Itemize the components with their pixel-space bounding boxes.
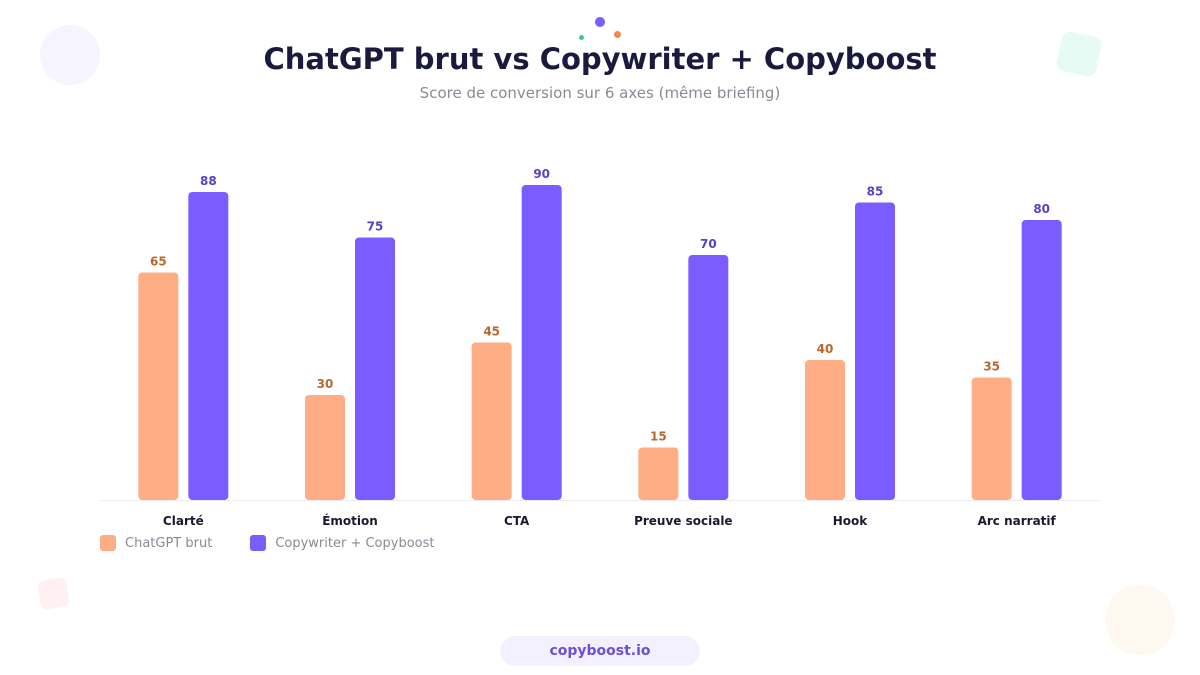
decorative-dot — [614, 31, 621, 38]
data-label: 65 — [150, 255, 167, 269]
x-tick-label: Preuve sociale — [634, 514, 733, 528]
x-tick-label: Arc narratif — [978, 514, 1057, 528]
data-label: 45 — [483, 325, 500, 339]
chart-subtitle: Score de conversion sur 6 axes (même bri… — [419, 84, 781, 102]
legend-item-series-b: Copywriter + Copyboost — [250, 535, 434, 551]
legend-label-series-a: ChatGPT brut — [125, 535, 213, 551]
decorative-dot — [579, 35, 584, 40]
legend-swatch-series-b — [250, 535, 267, 551]
data-label: 85 — [867, 185, 884, 199]
x-tick-label: Hook — [833, 514, 869, 528]
bar-series-b — [855, 202, 895, 500]
bar-series-b — [1021, 220, 1062, 500]
x-tick-label: Clarté — [163, 514, 204, 528]
bar-series-a — [638, 447, 679, 500]
legend-item-series-a: ChatGPT brut — [100, 535, 212, 551]
data-label: 70 — [700, 237, 717, 251]
data-label: 88 — [200, 174, 217, 188]
decorative-dot — [595, 17, 605, 27]
legend-swatch-series-a — [100, 535, 116, 551]
data-label: 15 — [650, 430, 667, 444]
footer-link[interactable]: copyboost.io — [500, 636, 700, 666]
bar-series-b — [688, 255, 729, 500]
bar-series-b — [355, 237, 395, 500]
bar-series-a — [805, 360, 845, 500]
decorative-circle — [40, 25, 100, 85]
data-label: 35 — [983, 360, 1000, 374]
data-label: 80 — [1033, 202, 1050, 216]
data-label: 75 — [367, 220, 384, 234]
bar-series-a — [971, 377, 1012, 500]
bar-series-b — [521, 185, 562, 500]
chart-title: ChatGPT brut vs Copywriter + Copyboost — [263, 42, 937, 76]
bar-series-a — [138, 272, 179, 500]
data-label: 40 — [817, 342, 834, 356]
bar-series-a — [305, 395, 345, 500]
data-label: 30 — [317, 377, 334, 391]
legend-label-series-b: Copywriter + Copyboost — [275, 535, 435, 551]
bar-series-a — [471, 342, 512, 500]
chart-legend: ChatGPT brut Copywriter + Copyboost — [100, 535, 472, 551]
x-tick-label: CTA — [504, 514, 530, 528]
x-tick-label: Émotion — [322, 513, 378, 528]
data-label: 90 — [533, 167, 550, 181]
decorative-circle — [1105, 585, 1175, 655]
bar-series-b — [188, 192, 229, 500]
